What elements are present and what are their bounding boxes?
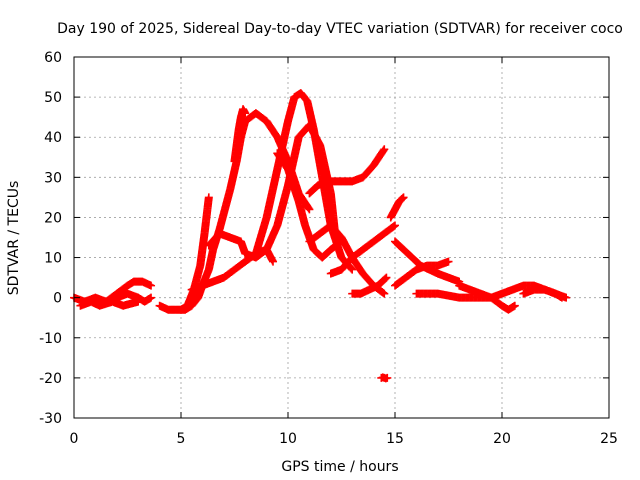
- y-tick-label: 30: [44, 170, 62, 186]
- x-tick-label: 15: [386, 431, 404, 447]
- y-tick-label: -30: [39, 411, 62, 427]
- track-n-point: [382, 273, 391, 282]
- track-i-point: [348, 265, 357, 274]
- x-tick-label: 20: [493, 431, 511, 447]
- y-tick-label: -20: [39, 371, 62, 387]
- data-points: [70, 89, 571, 383]
- track-p-point: [399, 193, 408, 202]
- y-axis-label: SDTVAR / TECUs: [6, 181, 22, 296]
- plot-frame: [73, 56, 610, 419]
- track-m-point: [380, 289, 389, 298]
- track-d-point: [305, 205, 314, 214]
- track-n-point: [381, 274, 390, 283]
- track-l-point: [389, 222, 398, 231]
- track-p-point: [397, 194, 406, 203]
- y-tick-label: 60: [44, 50, 62, 66]
- x-axis-label: GPS time / hours: [281, 459, 398, 475]
- chart-title: Day 190 of 2025, Sidereal Day-to-day VTE…: [57, 21, 623, 37]
- track-m-point: [379, 288, 388, 297]
- y-tick-label: -10: [39, 331, 62, 347]
- track-k-point: [380, 145, 389, 154]
- y-tick-label: 20: [44, 210, 62, 226]
- x-tick-label: 10: [279, 431, 297, 447]
- grid: [74, 57, 609, 418]
- track-t-point: [510, 301, 519, 310]
- track-a-point: [147, 293, 156, 302]
- track-l-point: [391, 221, 399, 230]
- axis-ticks: 0 5 10 15 20 25 -30 -20 -10 0 10 20 30 40 50 60: [39, 50, 618, 447]
- y-tick-label: 40: [44, 130, 62, 146]
- track-o-point: [383, 373, 392, 382]
- y-tick-label: 0: [53, 291, 62, 307]
- track-p-point: [398, 194, 407, 203]
- track-u-point: [562, 293, 571, 302]
- x-tick-label: 5: [177, 431, 186, 447]
- track-h-point: [269, 257, 278, 266]
- y-tick-label: 10: [44, 251, 62, 267]
- track-f-point: [241, 109, 250, 118]
- track-b-point: [147, 281, 156, 290]
- x-tick-label: 0: [70, 431, 79, 447]
- track-r-point: [444, 257, 453, 266]
- track-i-point: [347, 264, 356, 273]
- y-tick-label: 50: [44, 90, 62, 106]
- track-e-point: [204, 193, 213, 202]
- x-tick-label: 25: [600, 431, 618, 447]
- track-c-point: [134, 297, 143, 306]
